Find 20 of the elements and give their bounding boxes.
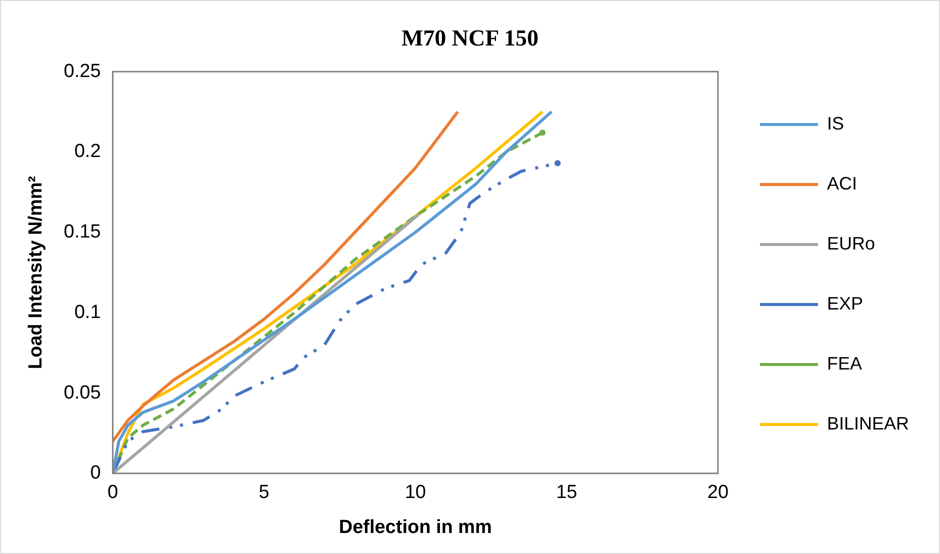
- x-tick-label: 5: [258, 482, 270, 504]
- y-tick-label: 0.25: [64, 60, 101, 82]
- y-tick-label: 0: [90, 462, 101, 484]
- x-tick-label: 15: [556, 482, 578, 504]
- y-tick-label: 0.2: [74, 141, 101, 162]
- chart-title: M70 NCF 150: [401, 26, 539, 51]
- legend-label: EURo: [826, 233, 875, 254]
- x-tick-label: 0: [107, 482, 118, 504]
- legend-label: FEA: [826, 353, 862, 374]
- y-tick-label: 0.15: [64, 222, 101, 243]
- y-tick-label: 0.05: [64, 382, 101, 404]
- y-tick-label: 0.1: [74, 302, 101, 323]
- y-axis-title: Load Intensity N/mm²: [26, 176, 47, 370]
- legend-label: BILINEAR: [826, 413, 910, 434]
- legend-label: ACI: [826, 173, 857, 194]
- x-tick-label: 10: [404, 482, 426, 504]
- x-axis-title: Deflection in mm: [338, 516, 492, 538]
- x-tick-label: 20: [707, 482, 729, 504]
- legend-label: EXP: [826, 293, 864, 314]
- legend-label: IS: [826, 113, 844, 134]
